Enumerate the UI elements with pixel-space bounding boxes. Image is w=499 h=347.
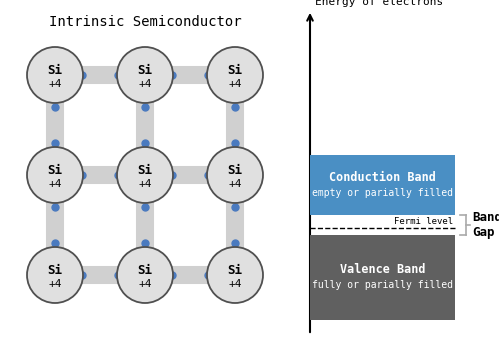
Text: +4: +4 [48,279,62,289]
Text: Valence Band: Valence Band [340,263,425,276]
Text: +4: +4 [228,279,242,289]
Text: Si: Si [47,64,62,76]
Text: Fermi level: Fermi level [394,217,453,226]
Ellipse shape [117,47,173,103]
Text: fully or parially filled: fully or parially filled [312,280,453,290]
Text: +4: +4 [228,79,242,89]
Text: Si: Si [228,163,243,177]
Text: +4: +4 [48,179,62,189]
FancyBboxPatch shape [310,155,455,215]
Text: Band
Gap: Band Gap [472,211,499,239]
Text: +4: +4 [138,179,152,189]
Text: Si: Si [47,163,62,177]
Text: Si: Si [228,64,243,76]
Text: Si: Si [228,263,243,277]
Text: +4: +4 [138,79,152,89]
Text: +4: +4 [228,179,242,189]
Ellipse shape [117,147,173,203]
Text: Conduction Band: Conduction Band [329,170,436,184]
Ellipse shape [207,247,263,303]
Ellipse shape [27,47,83,103]
Text: Si: Si [47,263,62,277]
Text: +4: +4 [138,279,152,289]
Text: Si: Si [138,163,153,177]
Ellipse shape [27,247,83,303]
Ellipse shape [207,47,263,103]
Ellipse shape [207,147,263,203]
FancyBboxPatch shape [310,235,455,320]
Text: empty or parially filled: empty or parially filled [312,188,453,198]
Text: Si: Si [138,263,153,277]
Text: Intrinsic Semiconductor: Intrinsic Semiconductor [49,15,242,29]
Ellipse shape [117,247,173,303]
Text: Energy of electrons: Energy of electrons [315,0,443,7]
Text: Si: Si [138,64,153,76]
Ellipse shape [27,147,83,203]
Text: +4: +4 [48,79,62,89]
